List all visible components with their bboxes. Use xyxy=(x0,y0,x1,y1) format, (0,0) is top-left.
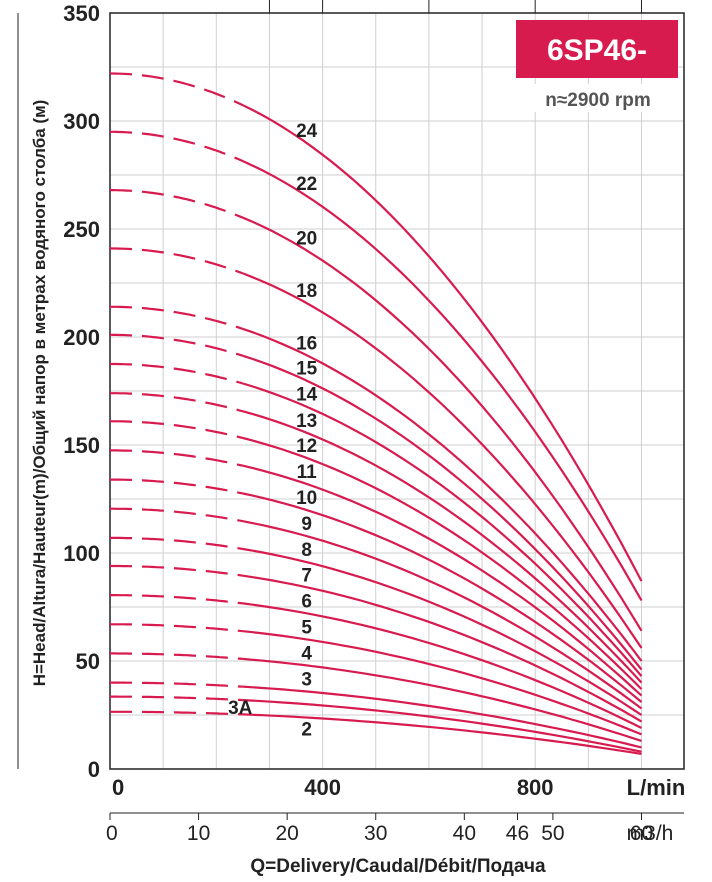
stage-label-8: 8 xyxy=(301,540,312,561)
x-unit-secondary: m3/h xyxy=(627,822,674,845)
chart-title: 6SP46- xyxy=(547,34,647,67)
x-unit-primary: L/min xyxy=(627,775,686,800)
curve-22-extrapolated xyxy=(110,130,244,163)
y-tick-labels: 0 50 100 150 200 250 300 350 xyxy=(63,1,100,782)
y-tick-label: 100 xyxy=(63,541,100,566)
curve-3A xyxy=(242,699,642,753)
stage-label-5: 5 xyxy=(301,617,312,638)
stage-label-18: 18 xyxy=(296,281,317,302)
stage-label-4: 4 xyxy=(301,643,312,664)
curve-5 xyxy=(242,630,642,736)
stage-label-14: 14 xyxy=(296,385,318,406)
x-tick-labels-secondary: 0 10 20 30 40 46 50 60 xyxy=(106,813,653,845)
curve-7-extrapolated xyxy=(110,564,244,577)
curve-9 xyxy=(242,520,643,710)
stage-label-24: 24 xyxy=(296,121,318,142)
stage-label-16: 16 xyxy=(296,333,317,354)
stage-label-15: 15 xyxy=(296,359,318,380)
x2-tick-label: 20 xyxy=(275,822,298,845)
curves xyxy=(109,72,643,755)
stage-label-11: 11 xyxy=(297,462,318,483)
y-tick-label: 300 xyxy=(63,109,100,134)
y-tick-label: 50 xyxy=(76,649,100,674)
curve-3A-extrapolated xyxy=(110,695,243,702)
curve-4 xyxy=(242,657,642,742)
curve-15-extrapolated xyxy=(109,333,244,357)
x2-tick-label: 30 xyxy=(364,822,387,845)
grid xyxy=(110,0,684,769)
stage-label-10: 10 xyxy=(296,488,317,509)
curve-5-extrapolated xyxy=(110,623,244,633)
curve-8 xyxy=(242,547,643,716)
curve-18 xyxy=(242,272,643,649)
curve-7 xyxy=(242,574,643,723)
curve-12-extrapolated xyxy=(109,420,244,440)
x2-tick-label: 10 xyxy=(187,822,210,845)
curve-12 xyxy=(242,436,643,690)
chart-subtitle: n≈2900 rpm xyxy=(545,90,650,111)
x2-tick-label: 60 xyxy=(630,822,653,845)
y-tick-label: 0 xyxy=(88,757,100,782)
x-tick-label: 800 xyxy=(517,775,554,800)
stage-label-3A: 3A xyxy=(228,698,253,719)
curve-6-extrapolated xyxy=(110,593,244,605)
y-tick-label: 200 xyxy=(63,325,100,350)
curve-11-extrapolated xyxy=(110,449,244,467)
curve-22 xyxy=(242,160,643,602)
y-tick-label: 350 xyxy=(63,1,100,26)
y-axis-title: H=Head/Altura/Hauteur(m)/Общий напор в м… xyxy=(30,100,49,687)
curve-2-extrapolated xyxy=(110,710,243,716)
x2-tick-label: 50 xyxy=(541,822,564,845)
x2-tick-label: 0 xyxy=(106,822,118,845)
curve-16 xyxy=(242,327,643,662)
y-tick-label: 150 xyxy=(63,433,100,458)
stage-label-6: 6 xyxy=(301,591,312,612)
stage-label-12: 12 xyxy=(296,436,317,457)
x2-tick-label: 46 xyxy=(506,822,529,845)
curve-13 xyxy=(242,410,643,684)
stage-label-13: 13 xyxy=(296,411,317,432)
stage-label-3: 3 xyxy=(301,669,312,690)
curve-24 xyxy=(242,104,643,582)
curve-13-extrapolated xyxy=(110,392,244,413)
x-tick-label: 0 xyxy=(112,775,124,800)
subtitle-bg xyxy=(523,84,673,112)
stage-label-7: 7 xyxy=(301,565,312,586)
stage-labels: 2 3A 3 4 5 6 7 8 9 10 11 12 13 14 15 16 18 20 22 24 xyxy=(228,121,318,741)
curve-4-extrapolated xyxy=(110,652,243,660)
x-tick-label: 400 xyxy=(304,775,341,800)
curve-2 xyxy=(242,713,642,755)
curve-3 xyxy=(242,685,642,749)
curve-6 xyxy=(242,602,642,729)
x-axis-title: Q=Delivery/Caudal/Débit/Подача xyxy=(250,856,546,877)
curve-18-extrapolated xyxy=(109,247,244,275)
stage-label-20: 20 xyxy=(296,228,317,249)
curve-16-extrapolated xyxy=(110,305,244,330)
curve-24-extrapolated xyxy=(110,72,244,107)
curve-11 xyxy=(242,464,643,697)
stage-label-9: 9 xyxy=(301,514,312,535)
plot-frame xyxy=(109,12,685,770)
x2-tick-label: 40 xyxy=(453,822,476,845)
curve-20 xyxy=(242,216,643,632)
title-box xyxy=(516,20,678,78)
x-tick-labels-primary: 0 400 800 xyxy=(112,775,554,800)
curve-15 xyxy=(242,354,643,671)
curve-3-extrapolated xyxy=(110,681,243,688)
curve-8-extrapolated xyxy=(110,536,244,551)
curve-10 xyxy=(242,492,643,703)
curve-14 xyxy=(242,382,643,677)
y-tick-label: 250 xyxy=(63,217,100,242)
curve-9-extrapolated xyxy=(110,507,244,523)
stage-label-22: 22 xyxy=(296,174,317,195)
stage-label-2: 2 xyxy=(301,720,312,741)
curve-14-extrapolated xyxy=(110,362,244,385)
curve-20-extrapolated xyxy=(110,189,244,219)
curve-10-extrapolated xyxy=(110,478,244,495)
